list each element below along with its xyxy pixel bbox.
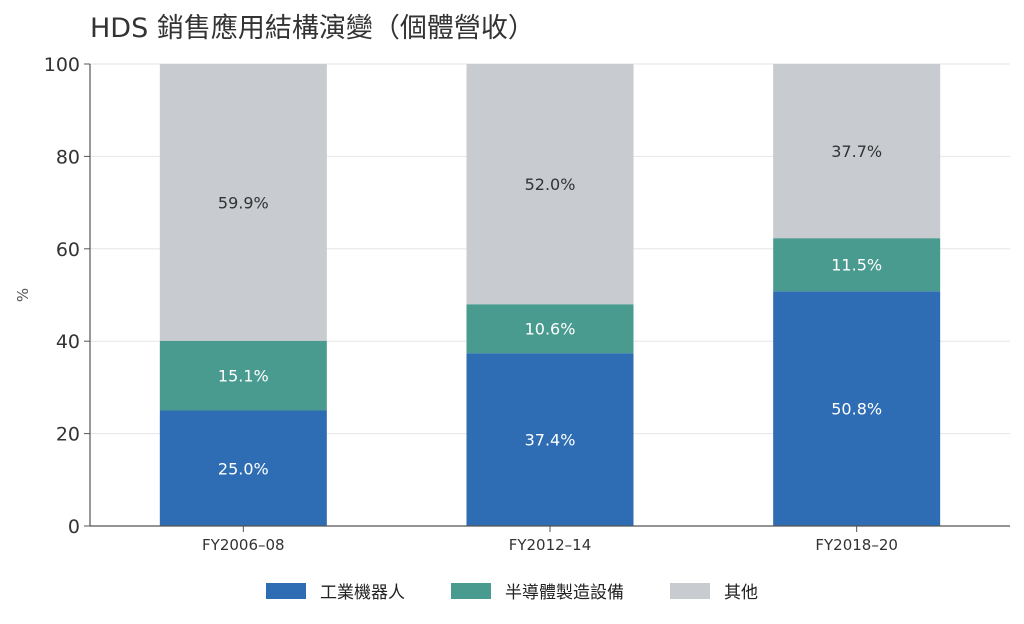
y-axis-label: % (14, 288, 32, 302)
bar-segment (466, 64, 634, 305)
data-labels: 25.0% 15.1% 59.9% 37.4% 10.6% 52.0% 50.8% 11.5%… (218, 142, 882, 478)
legend-item-robots: 工業機器人 (266, 578, 405, 603)
legend-item-semiconductor: 半導體製造設備 (451, 578, 624, 603)
bar-segment (159, 340, 327, 411)
bar-segment (466, 353, 634, 526)
legend-label-other: 其他 (724, 583, 758, 603)
y-tick-label: 0 (68, 516, 80, 538)
data-label: 37.4% (525, 431, 576, 450)
axes: 0 20 40 60 80 100% FY2006–08 FY2012–14 FY2018–20 (14, 54, 1010, 554)
legend-item-other: 其他 (670, 578, 758, 603)
x-tick-label: FY2012–14 (509, 536, 592, 554)
stacked-bar-chart: 25.0% 15.1% 59.9% 37.4% 10.6% 52.0% 50.8% 11.5%… (14, 54, 1010, 554)
bar-segment (773, 64, 941, 239)
y-tick-label: 80 (56, 146, 80, 168)
bar-segment (773, 238, 941, 292)
x-tick-label: FY2018–20 (815, 536, 898, 554)
y-tick-label: 60 (56, 239, 80, 261)
data-label: 37.7% (831, 142, 882, 161)
data-label: 59.9% (218, 193, 269, 212)
data-label: 50.8% (831, 400, 882, 419)
data-label: 11.5% (831, 256, 882, 275)
legend-label-semiconductor: 半導體製造設備 (505, 583, 624, 603)
bar-segment (466, 304, 634, 354)
bar-segment (159, 410, 327, 526)
bars (159, 64, 941, 526)
y-tick-label: 40 (56, 331, 80, 353)
chart-title: HDS 銷售應用結構演變（個體營收） (90, 13, 535, 44)
legend-swatch-other (670, 582, 710, 599)
data-label: 25.0% (218, 459, 269, 478)
legend-swatch-robots (266, 582, 306, 599)
legend-label-robots: 工業機器人 (320, 583, 405, 603)
legend: 工業機器人 半導體製造設備 其他 (0, 578, 1024, 603)
data-label: 15.1% (218, 367, 269, 386)
data-label: 10.6% (525, 320, 576, 339)
data-label: 52.0% (525, 175, 576, 194)
y-tick-label: 20 (56, 424, 80, 446)
x-tick-label: FY2006–08 (202, 536, 285, 554)
y-tick-label: 100 (44, 54, 80, 76)
bar-segment (773, 291, 941, 526)
legend-swatch-semiconductor (451, 582, 491, 599)
bar-segment (159, 64, 327, 341)
